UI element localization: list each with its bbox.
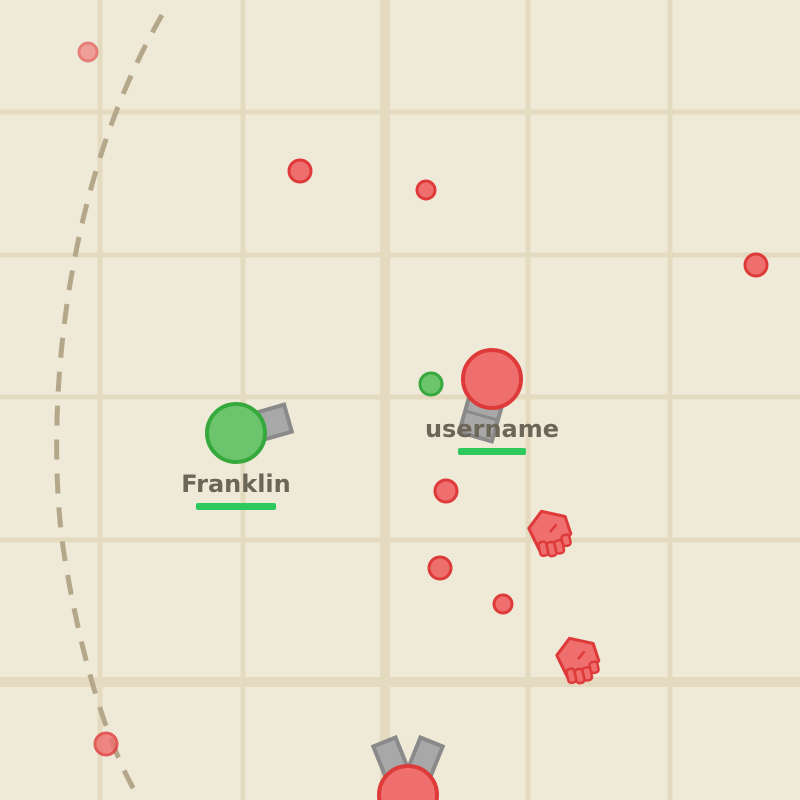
red-fist-icon: [527, 509, 573, 558]
red-bullet: [427, 555, 453, 581]
tank-body: [377, 764, 439, 800]
red-bullet: [415, 179, 437, 201]
red-bullets: [77, 41, 769, 757]
tank-body: [461, 348, 523, 410]
player-tank-franklin[interactable]: [205, 402, 295, 464]
tank-body: [205, 402, 267, 464]
enemy-tank-twin[interactable]: [370, 734, 446, 800]
player-name-label: username: [425, 415, 559, 443]
player-tank-username[interactable]: [456, 348, 523, 444]
red-bullet: [77, 41, 99, 63]
player-health-bar: [458, 448, 526, 455]
green-bullet: [418, 371, 444, 397]
red-bullet: [93, 731, 119, 757]
red-bullet: [287, 158, 313, 184]
red-fist-icon: [555, 636, 601, 685]
player-name-label: Franklin: [181, 470, 290, 498]
red-bullet: [433, 478, 459, 504]
player-health-bar: [196, 503, 276, 510]
red-bullet: [492, 593, 514, 615]
red-bullet: [743, 252, 769, 278]
zone-boundary: [54, 13, 165, 800]
